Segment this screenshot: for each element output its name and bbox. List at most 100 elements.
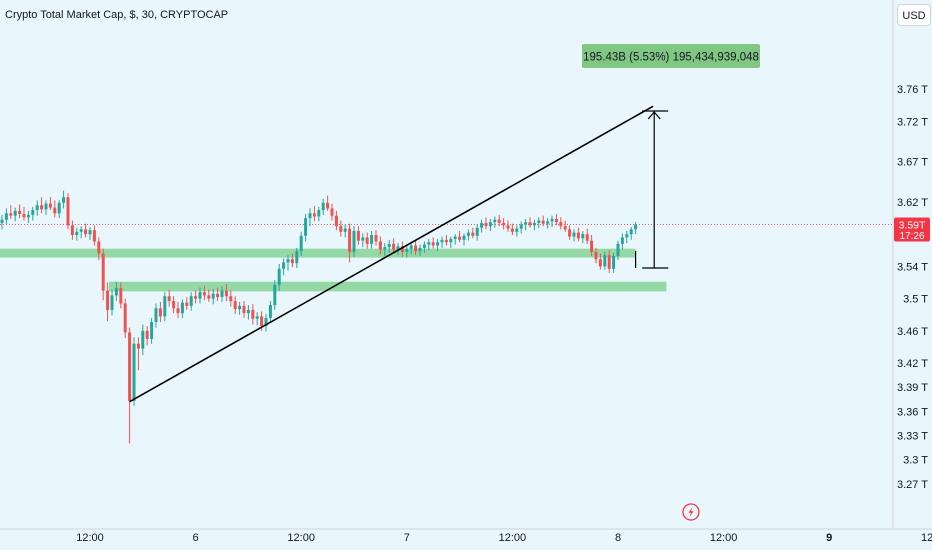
- candle-body: [634, 224, 638, 230]
- candle: [114, 281, 118, 302]
- candle: [238, 301, 242, 315]
- candle-body: [211, 293, 215, 299]
- candle: [70, 220, 74, 240]
- candle: [57, 200, 61, 219]
- time-tick-label: 7: [404, 532, 410, 544]
- candle-body: [480, 222, 484, 228]
- candle-body: [339, 226, 343, 232]
- candle: [251, 304, 255, 325]
- candle-body: [378, 241, 382, 250]
- candle-body: [334, 215, 338, 227]
- candle-body: [348, 228, 352, 252]
- candle-body: [471, 232, 475, 236]
- candle: [431, 237, 435, 249]
- candle: [510, 223, 514, 236]
- candle-body: [532, 222, 536, 226]
- price-tick-label: 3.54 T: [897, 261, 928, 273]
- time-axis[interactable]: 12:00 6 12:00 7 12:00 8 12:00 9 12:00: [76, 532, 932, 544]
- candle-body: [13, 210, 17, 216]
- candle-body: [136, 343, 140, 349]
- candle: [374, 230, 378, 246]
- candle: [612, 252, 616, 273]
- candle: [273, 280, 277, 310]
- candle-body: [590, 240, 594, 252]
- price-tick-label: 3.72 T: [897, 116, 928, 128]
- candle-body: [449, 239, 453, 243]
- last-price-tag[interactable]: [894, 217, 930, 242]
- price-axis[interactable]: 3.76 T 3.72 T 3.67 T 3.62 T 3.54 T 3.5 T 3.46 …: [894, 84, 930, 491]
- candle-body: [458, 236, 462, 240]
- candle-body: [546, 221, 550, 224]
- candle-body: [154, 308, 158, 322]
- candle: [594, 247, 598, 264]
- candle-body: [40, 205, 44, 210]
- candle-body: [110, 295, 114, 310]
- candle-body: [370, 235, 374, 244]
- candle-body: [629, 229, 633, 235]
- candle-body: [88, 230, 92, 235]
- time-tick-label: 6: [193, 532, 199, 544]
- candle-body: [365, 237, 369, 244]
- time-axis-background: [0, 529, 932, 550]
- support-zone-2[interactable]: [109, 281, 667, 292]
- candle: [176, 301, 180, 318]
- candle-body: [440, 239, 444, 243]
- trendline-path[interactable]: [129, 105, 654, 403]
- candle-body: [53, 207, 57, 214]
- candle: [585, 228, 589, 244]
- measure-label-box[interactable]: [582, 44, 760, 68]
- candle: [158, 301, 162, 322]
- support-zone-1[interactable]: [0, 248, 636, 258]
- candle: [119, 282, 123, 309]
- candle-body: [299, 235, 303, 252]
- candle: [216, 287, 220, 302]
- candle: [603, 251, 607, 270]
- measure-tool[interactable]: 195.43B (5.53%) 195,434,939,048: [582, 44, 760, 269]
- candle: [145, 326, 149, 346]
- lightning-icon[interactable]: [682, 503, 700, 521]
- candle-body: [44, 203, 48, 210]
- currency-button[interactable]: USD: [897, 4, 931, 26]
- candle: [92, 225, 96, 246]
- candle-body: [506, 225, 510, 229]
- candle-body: [260, 316, 264, 327]
- candle: [202, 285, 206, 301]
- candle-body: [528, 222, 532, 226]
- plot-background: [0, 0, 893, 529]
- candle-body: [4, 213, 8, 220]
- price-tick-label: 3.46 T: [897, 326, 928, 338]
- candle-body: [568, 229, 572, 237]
- candle: [136, 337, 140, 371]
- candle-body: [277, 268, 281, 285]
- candle: [348, 223, 352, 263]
- price-tick-label: 3.33 T: [897, 431, 928, 443]
- candle-body: [493, 219, 497, 223]
- price-tick-label: 3.62 T: [897, 197, 928, 209]
- candle: [229, 290, 233, 307]
- candle-body: [238, 305, 242, 310]
- candle: [62, 190, 66, 209]
- candle: [392, 238, 396, 254]
- candle: [440, 236, 444, 248]
- candle: [519, 221, 523, 234]
- candle-body: [35, 205, 39, 211]
- trendline[interactable]: [129, 105, 654, 403]
- candle: [154, 303, 158, 328]
- price-tick-label: 3.27 T: [897, 479, 928, 491]
- candle-body: [409, 245, 413, 249]
- support-zones: [0, 248, 667, 292]
- candle: [9, 205, 13, 219]
- candle: [568, 225, 572, 240]
- time-tick-label: 12:00: [76, 532, 104, 544]
- candle: [488, 218, 492, 231]
- candle: [554, 214, 558, 226]
- candle: [422, 241, 426, 253]
- candle: [528, 217, 532, 228]
- candle: [101, 248, 105, 301]
- candle-body: [352, 230, 356, 252]
- candle: [295, 247, 299, 269]
- candle: [620, 233, 624, 250]
- candle-body: [356, 230, 360, 241]
- candle: [572, 229, 576, 242]
